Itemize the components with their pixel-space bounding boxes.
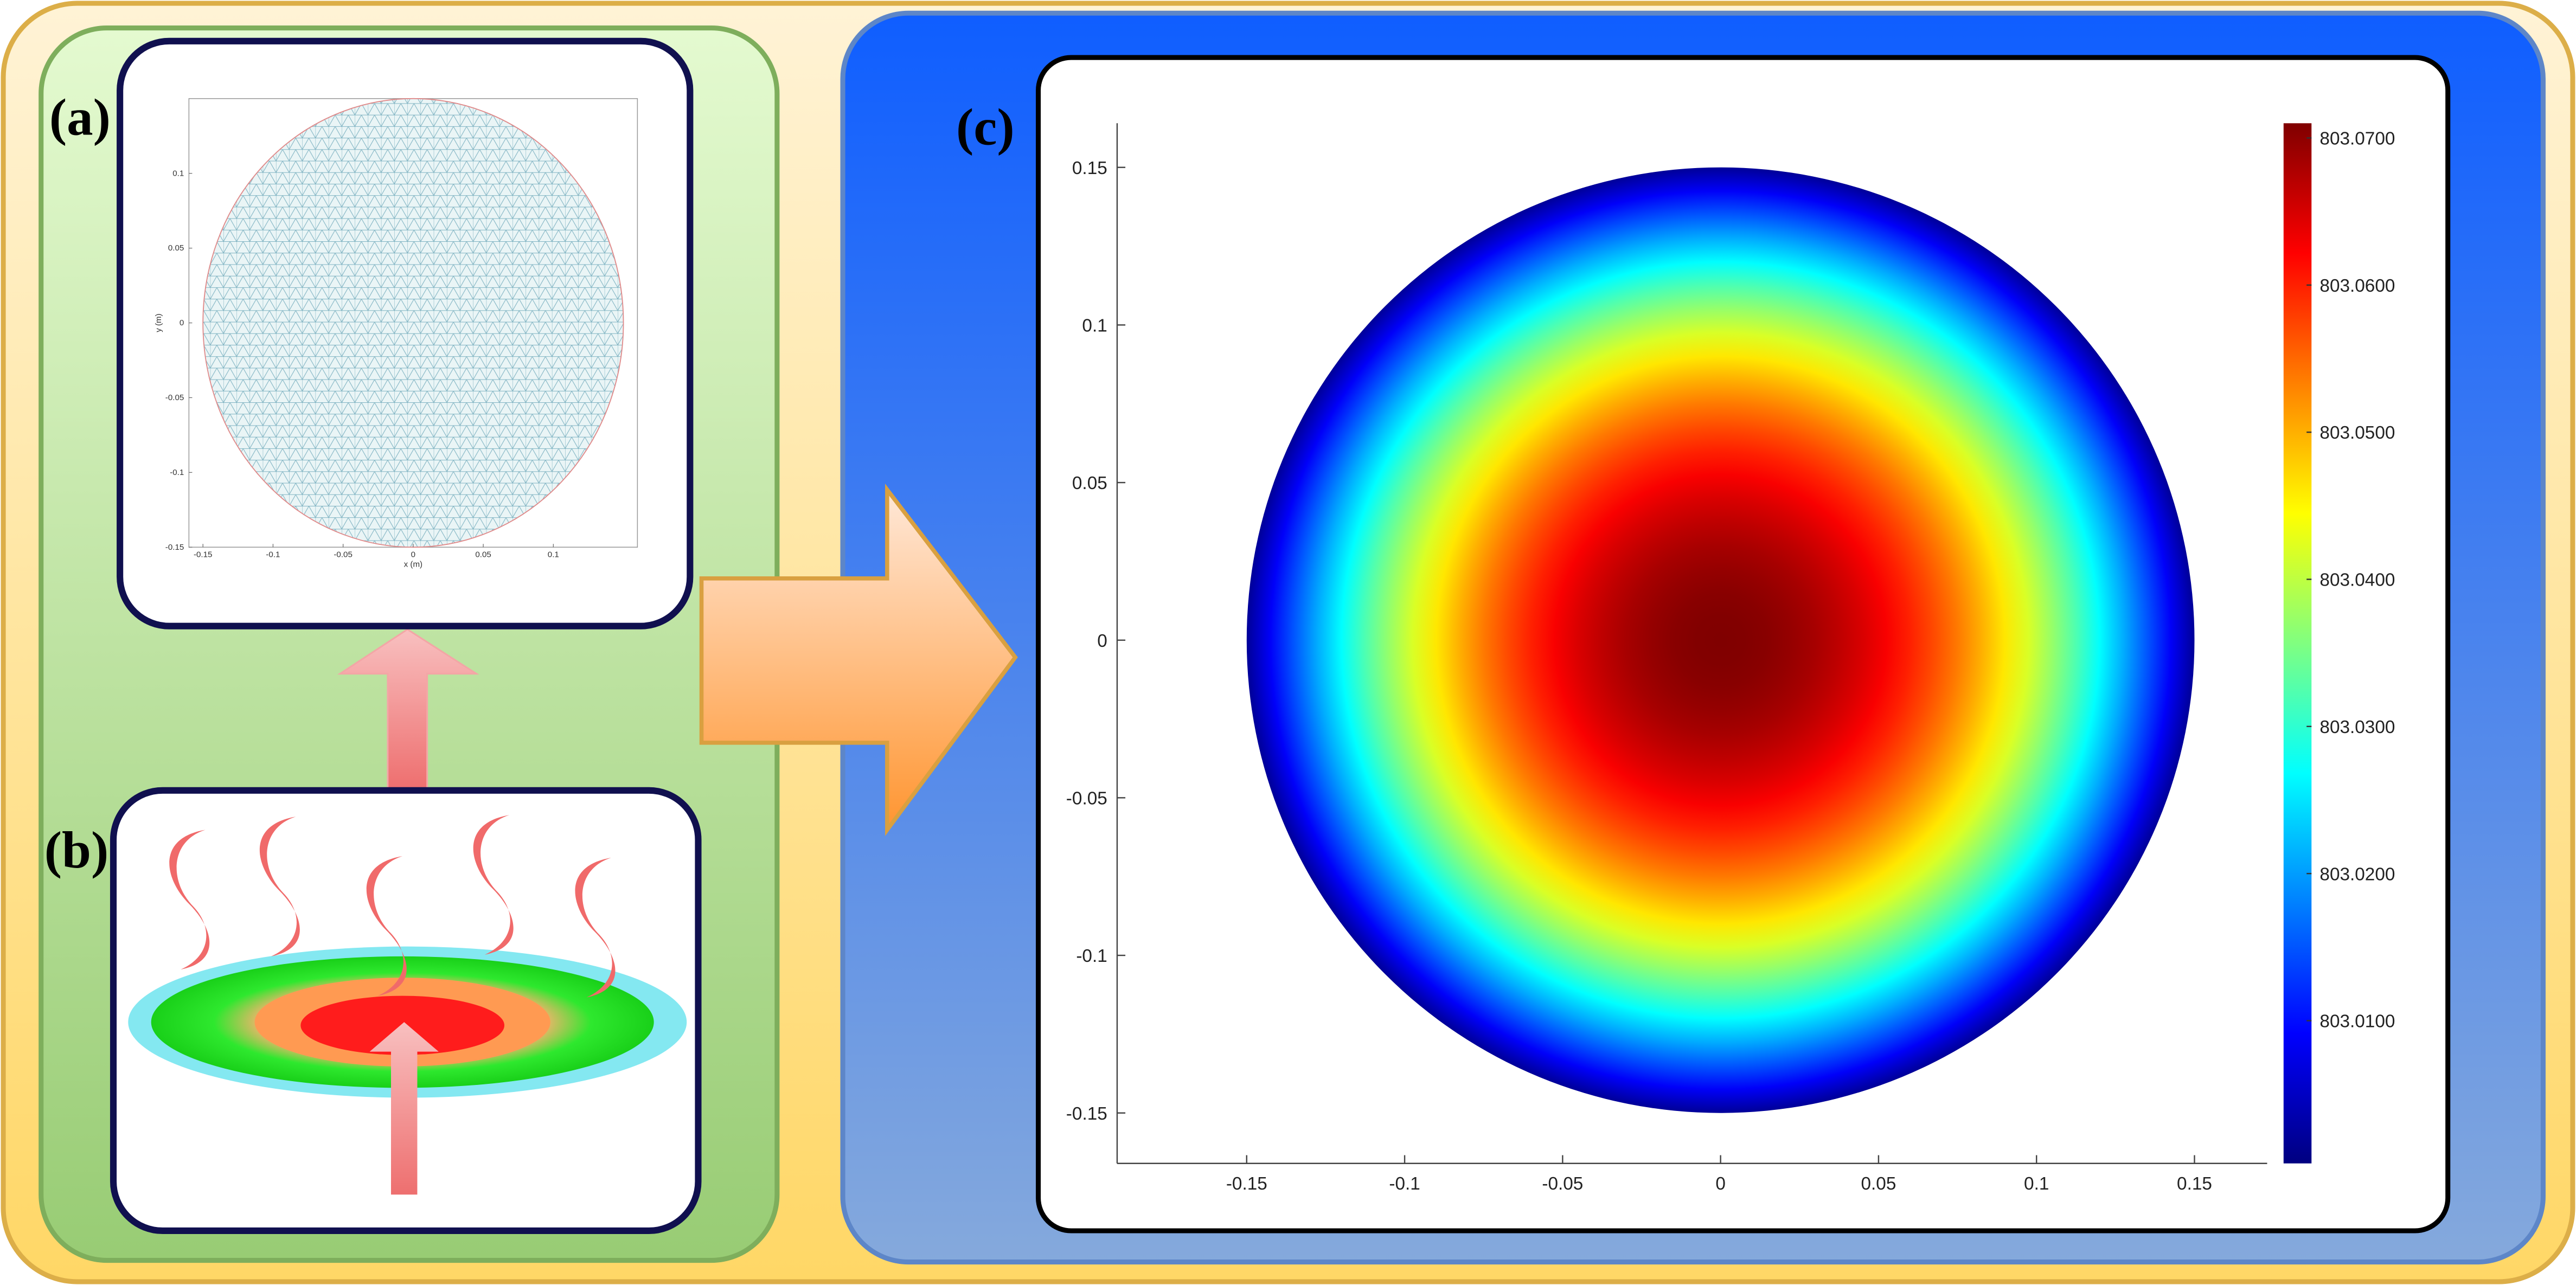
colorbar bbox=[2283, 123, 2312, 1164]
colorbar-tick-label: 803.0700 bbox=[2319, 129, 2395, 149]
up-arrow bbox=[337, 628, 479, 790]
x-tick-label: -0.05 bbox=[1542, 1174, 1583, 1194]
x-tick-label: -0.15 bbox=[194, 550, 213, 559]
x-axis-label: x (m) bbox=[404, 560, 422, 569]
heat-waves bbox=[169, 815, 616, 998]
y-tick-label: -0.05 bbox=[1066, 788, 1107, 808]
x-tick-label: 0.05 bbox=[475, 550, 491, 559]
x-tick-label: 0.15 bbox=[2177, 1174, 2212, 1194]
x-tick-label: 0.1 bbox=[2024, 1174, 2049, 1194]
x-tick-label: -0.05 bbox=[334, 550, 353, 559]
flow-arrow bbox=[699, 483, 1018, 836]
mesh-disk bbox=[202, 98, 624, 548]
colorbar-tick-label: 803.0100 bbox=[2319, 1012, 2395, 1032]
heating-illustration bbox=[128, 815, 687, 1195]
y-tick-label: -0.1 bbox=[1076, 946, 1107, 966]
colorbar-tick-label: 803.0500 bbox=[2319, 423, 2395, 443]
x-tick-label: 0 bbox=[411, 550, 415, 559]
y-tick-label: 0.1 bbox=[172, 169, 184, 178]
colorbar-tick-label: 803.0300 bbox=[2319, 717, 2395, 737]
y-axis-label: y (m) bbox=[154, 313, 163, 332]
y-tick-label: 0 bbox=[180, 318, 184, 327]
y-tick-label: 0.15 bbox=[1072, 158, 1107, 178]
x-tick-label: 0.05 bbox=[1861, 1174, 1896, 1194]
y-tick-label: -0.15 bbox=[1066, 1104, 1107, 1124]
panel-label: (c) bbox=[956, 98, 1015, 156]
y-tick-label: 0.1 bbox=[1082, 316, 1107, 336]
colorbar-tick-label: 803.0200 bbox=[2319, 864, 2395, 884]
panel-label: (b) bbox=[44, 821, 108, 879]
x-tick-label: -0.15 bbox=[1226, 1174, 1267, 1194]
y-tick-label: -0.1 bbox=[170, 468, 184, 477]
panel-label: (a) bbox=[49, 88, 111, 146]
y-tick-label: 0.05 bbox=[168, 243, 184, 253]
y-tick-label: -0.05 bbox=[165, 393, 184, 402]
x-tick-label: -0.1 bbox=[1389, 1174, 1420, 1194]
y-tick-label: 0.05 bbox=[1072, 473, 1107, 493]
field-disk bbox=[1246, 167, 2195, 1113]
colorbar-tick-label: 803.0400 bbox=[2319, 570, 2395, 590]
y-tick-label: 0 bbox=[1097, 631, 1107, 651]
x-tick-label: 0.1 bbox=[548, 550, 559, 559]
colorbar-tick-label: 803.0600 bbox=[2319, 276, 2395, 296]
y-tick-label: -0.15 bbox=[165, 543, 184, 552]
heat-arrow bbox=[369, 1022, 439, 1195]
x-tick-label: 0 bbox=[1715, 1174, 1726, 1194]
x-tick-label: -0.1 bbox=[266, 550, 280, 559]
